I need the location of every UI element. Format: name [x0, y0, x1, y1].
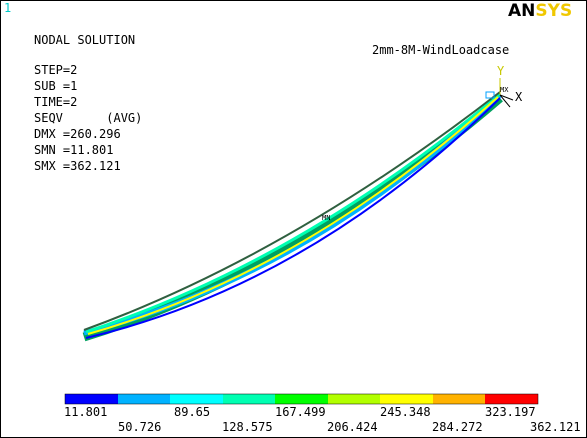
- legend-label: 11.801: [64, 405, 107, 419]
- header-line: SMX =362.121: [34, 159, 121, 173]
- legend-label: 323.197: [485, 405, 536, 419]
- triad-mx: MX: [500, 86, 509, 94]
- legend-swatch: [223, 394, 275, 404]
- header-line: TIME=2: [34, 95, 77, 109]
- logo-light: SYS: [535, 1, 572, 21]
- legend-swatch: [170, 394, 223, 404]
- legend-swatch: [380, 394, 433, 404]
- legend-swatch: [433, 394, 485, 404]
- legend-swatch: [485, 394, 538, 404]
- legend-label: 167.499: [275, 405, 326, 419]
- legend-swatch: [328, 394, 380, 404]
- legend-swatch: [275, 394, 328, 404]
- legend-label: 284.272: [432, 420, 483, 434]
- header-line: NODAL SOLUTION: [34, 33, 135, 47]
- min-marker: MN: [322, 214, 330, 222]
- legend-swatch: [118, 394, 170, 404]
- legend-swatch: [65, 394, 118, 404]
- legend-label: 128.575: [222, 420, 273, 434]
- legend-bar: [65, 394, 538, 404]
- subtitle: 2mm-8M-WindLoadcase: [372, 43, 509, 57]
- legend-label: 50.726: [118, 420, 161, 434]
- viewport: 1 ANSYS NODAL SOLUTION STEP=2 SUB =1 TIM…: [0, 0, 587, 438]
- window-number: 1: [4, 1, 11, 15]
- header-line: STEP=2: [34, 63, 77, 77]
- logo: ANSYS: [508, 1, 572, 21]
- legend-label: 362.121: [530, 420, 581, 434]
- header-line: SMN =11.801: [34, 143, 113, 157]
- legend-label: 89.65: [174, 405, 210, 419]
- legend-label: 206.424: [327, 420, 378, 434]
- header-line: SEQV (AVG): [34, 111, 142, 125]
- triad-x: X: [515, 90, 523, 104]
- legend-label: 245.348: [380, 405, 431, 419]
- triad-y: Y: [497, 64, 505, 78]
- header-line: DMX =260.296: [34, 127, 121, 141]
- logo-dark: AN: [508, 1, 535, 21]
- header-line: SUB =1: [34, 79, 77, 93]
